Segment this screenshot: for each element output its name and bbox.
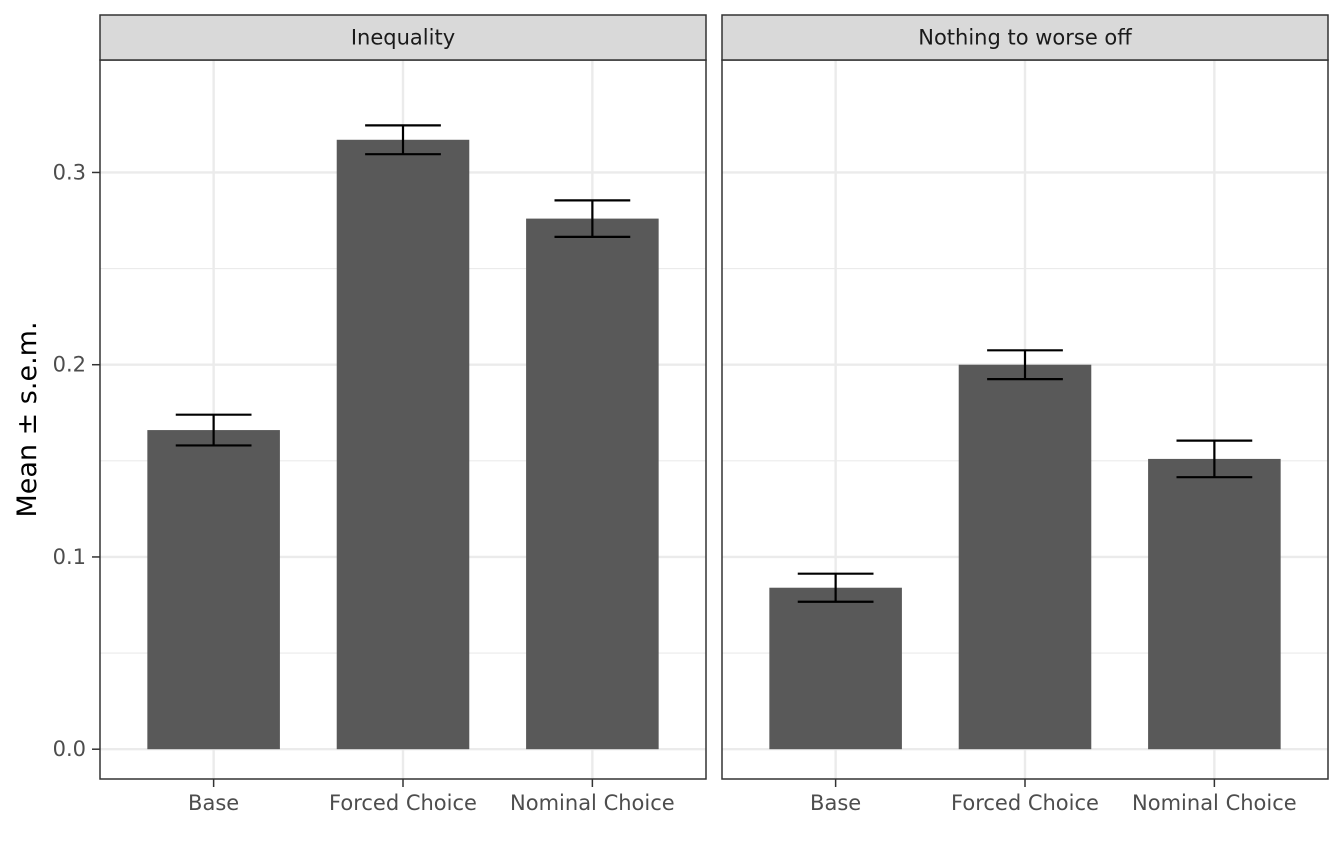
x-tick-label: Nominal Choice [1132, 791, 1297, 815]
bar [1148, 458, 1281, 750]
y-tick-label: 0.0 [53, 737, 86, 761]
y-tick-label: 0.2 [53, 353, 86, 377]
x-tick-label: Forced Choice [951, 791, 1099, 815]
panel-2: Base Forced Choice Nominal Choice Nothing t… [721, 14, 1329, 815]
bar [336, 139, 470, 750]
y-tick-label: 0.1 [53, 545, 86, 569]
bar [769, 587, 902, 750]
facet-strip [721, 14, 1329, 61]
facet-strip-label: Nothing to worse off [918, 26, 1132, 50]
y-tick-label: 0.3 [53, 160, 86, 184]
bar [147, 430, 280, 750]
bar [526, 218, 659, 750]
x-tick-label: Nominal Choice [510, 791, 675, 815]
facet-strip-label: Inequality [351, 26, 455, 50]
y-axis-title: Mean ± s.e.m. [12, 321, 43, 517]
panel-1: Base Forced Choice Nominal Choice Inequalit… [99, 14, 707, 815]
x-tick-label: Base [810, 791, 861, 815]
bar [958, 364, 1092, 750]
x-tick-label: Base [188, 791, 239, 815]
facet-strip [99, 14, 707, 61]
x-tick-label: Forced Choice [329, 791, 477, 815]
